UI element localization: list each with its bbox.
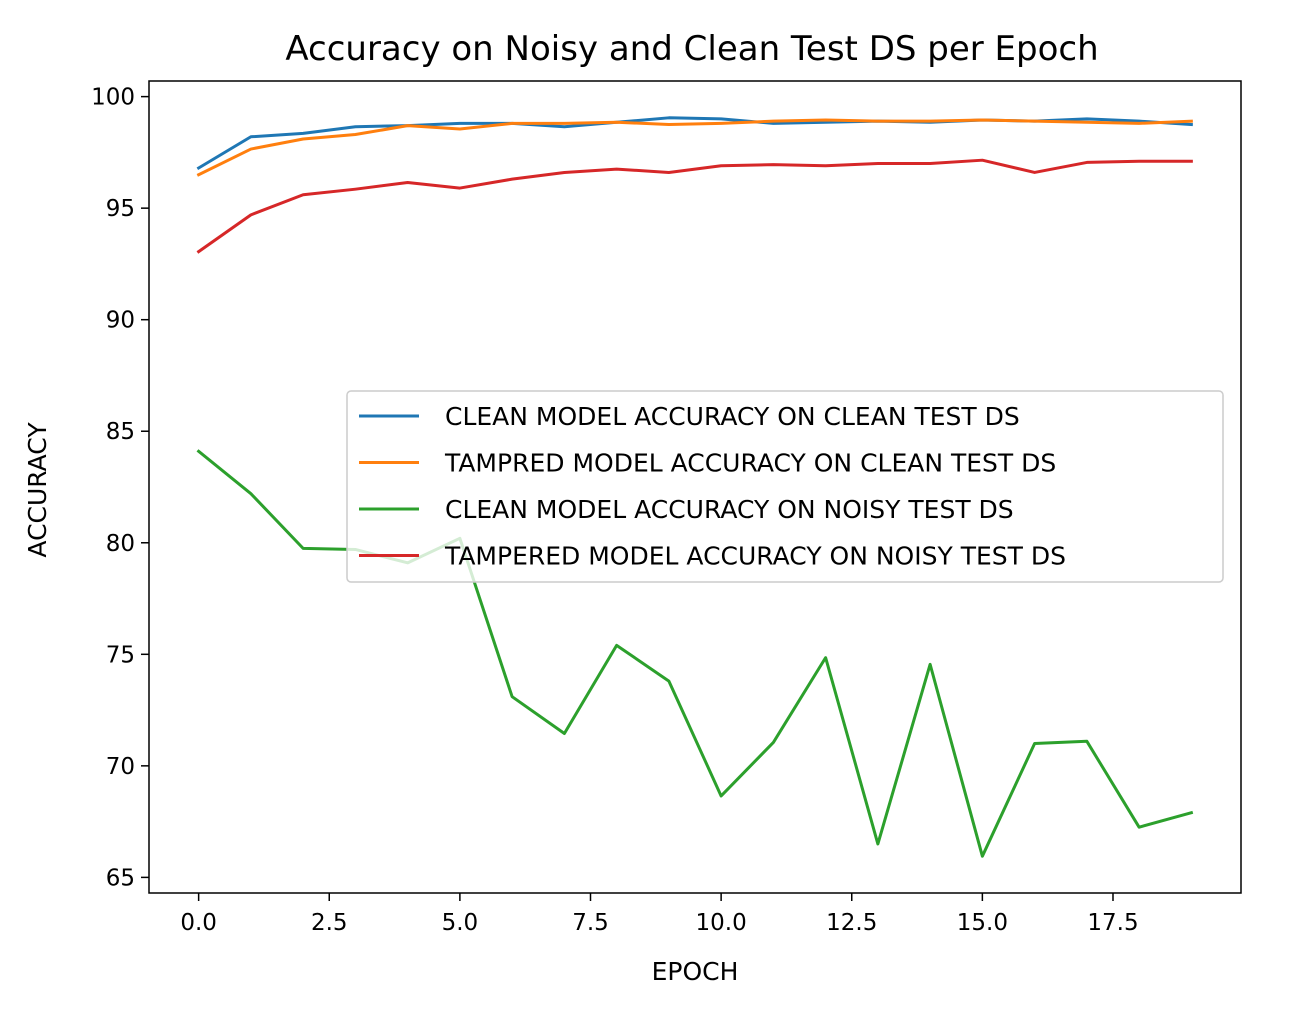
y-tick-label: 100 [91,85,135,111]
y-tick-label: 95 [106,196,135,222]
chart-title: Accuracy on Noisy and Clean Test DS per … [285,29,1098,69]
y-tick-label: 90 [106,308,135,334]
x-axis: 0.0 2.5 5.0 7.5 10.0 12.5 15.0 17.5 [180,893,1139,936]
series-line-4 [196,158,1193,254]
x-tick-label: 10.0 [696,910,747,936]
y-axis-label: ACCURACY [23,422,52,558]
legend: CLEAN MODEL ACCURACY ON CLEAN TEST DS TAM… [346,390,1224,583]
legend-label-3: CLEAN MODEL ACCURACY ON NOISY TEST DS [445,495,1014,524]
x-tick-label: 12.5 [826,910,877,936]
y-tick-label: 70 [106,754,135,780]
y-tick-label: 85 [106,419,135,445]
x-tick-label: 5.0 [442,910,479,936]
x-tick-label: 7.5 [572,910,609,936]
y-tick-label: 65 [106,865,135,891]
legend-box [346,390,1224,583]
y-tick-label: 75 [106,642,135,668]
x-tick-label: 2.5 [311,910,348,936]
y-axis: 65 70 75 80 85 90 95 100 [91,85,149,891]
legend-label-2: TAMPRED MODEL ACCURACY ON CLEAN TEST DS [444,449,1056,478]
x-tick-label: 0.0 [180,910,217,936]
x-axis-label: EPOCH [652,957,739,986]
plot-frame [148,80,1242,894]
x-tick-label: 17.5 [1087,910,1138,936]
x-tick-label: 15.0 [957,910,1008,936]
y-tick-label: 80 [106,531,135,557]
legend-label-1: CLEAN MODEL ACCURACY ON CLEAN TEST DS [445,402,1020,431]
series-line-2 [196,118,1193,177]
legend-label-4: TAMPERED MODEL ACCURACY ON NOISY TEST DS [444,542,1066,571]
